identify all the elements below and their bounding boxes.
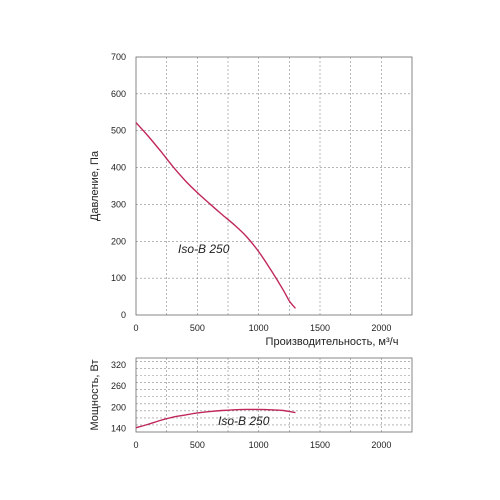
series-line-1 [135,408,296,429]
x-tick-label: 1000 [249,440,269,450]
y-tick-label: 140 [111,423,126,433]
y-tick-label: 200 [111,236,126,246]
y-tick-label: 400 [111,163,126,173]
x-tick-label: 1000 [249,323,269,333]
x-tick-label: 500 [190,323,205,333]
x-tick-label: 0 [133,323,138,333]
series-label: Iso-B 250 [178,242,230,256]
y-tick-label: 300 [111,199,126,209]
y-axis-title: Давление, Па [89,150,101,221]
y-tick-label: 600 [111,89,126,99]
series-line-1 [135,122,297,309]
x-tick-label: 2000 [371,323,391,333]
x-tick-label: 500 [190,440,205,450]
y-axis-title: Мощность, Вт [89,359,101,430]
y-tick-label: 320 [111,360,126,370]
y-tick-label: 0 [121,310,126,320]
series-label: Iso-B 250 [218,414,270,428]
y-tick-label: 260 [111,381,126,391]
chart-2: 0 500 1000 1500 2000 140 200 260 320 Мощность, Вт… [89,357,413,450]
plot-frame [135,357,413,433]
x-tick-label: 1500 [310,323,330,333]
y-tick-label: 500 [111,126,126,136]
plot-frame [135,56,413,316]
y-tick-label: 700 [111,52,126,62]
x-tick-label: 1500 [310,440,330,450]
y-tick-label: 200 [111,402,126,412]
x-tick-label: 2000 [371,440,391,450]
x-axis-title: Производительность, м³/ч [266,336,399,348]
y-tick-label: 100 [111,273,126,283]
chart-1: 0 500 1000 1500 2000 0 100 200 300 400 500 600 700 Да… [89,52,413,348]
x-tick-label: 0 [133,440,138,450]
